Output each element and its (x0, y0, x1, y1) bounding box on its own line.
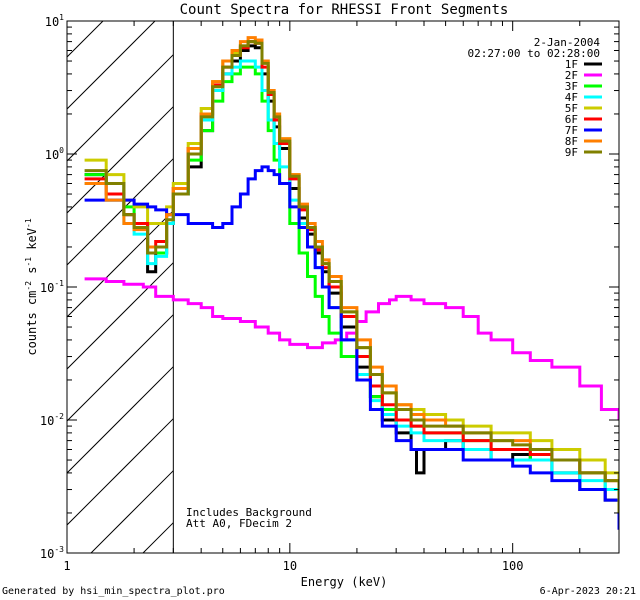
legend-item-1F: 1F (565, 58, 602, 71)
hatch-line (142, 522, 174, 553)
legend-label: 1F (565, 58, 578, 71)
legend-label: 7F (565, 124, 578, 137)
y-tick-label: 100 (45, 146, 64, 162)
series-line-5F (84, 40, 619, 490)
legend-label: 2F (565, 69, 578, 82)
hatch-line (67, 21, 156, 110)
series-line-9F (84, 40, 619, 513)
legend-item-5F: 5F (565, 102, 602, 115)
x-tick-label: 1 (63, 559, 70, 573)
hatch-line (67, 21, 104, 58)
hatch-line (67, 366, 174, 474)
series-line-7F (84, 165, 619, 530)
y-tick-labels: 101 100 10-1 10-2 10-3 (40, 13, 64, 561)
hatch-line (67, 158, 174, 266)
legend-label: 8F (565, 135, 578, 148)
hatched-region (67, 0, 174, 553)
x-axis-label: Energy (keV) (301, 575, 388, 589)
legend-item-7F: 7F (565, 124, 602, 137)
legend-label: 5F (565, 102, 578, 115)
series-line-2F (84, 277, 619, 420)
legend-item-4F: 4F (565, 91, 602, 104)
chart-title: Count Spectra for RHESSI Front Segments (180, 2, 509, 18)
y-tick-label: 10-1 (40, 279, 64, 295)
legend-item-6F: 6F (565, 113, 602, 126)
legend-item-8F: 8F (565, 135, 602, 148)
legend-label: 9F (565, 146, 578, 159)
hatch-line (67, 106, 174, 214)
hatch-line (67, 54, 174, 162)
hatch-line (67, 0, 173, 5)
legend-item-2F: 2F (565, 69, 602, 82)
hatch-line (67, 210, 174, 318)
x-tick-label: 10 (283, 559, 297, 573)
legend-item-3F: 3F (565, 80, 602, 93)
x-tick-label: 100 (502, 559, 524, 573)
legend-time-range: 02:27:00 to 02:28:00 (468, 47, 600, 60)
footer-timestamp: 6-Apr-2023 20:21 (540, 586, 636, 597)
legend-item-9F: 9F (565, 146, 602, 159)
hatch-line (67, 262, 174, 370)
y-axis-label: counts cm-2 s-1 keV-1 (24, 218, 39, 355)
hatch-line (90, 470, 174, 553)
legend: 2-Jan-2004 02:27:00 to 02:28:00 1F2F3F4F… (468, 36, 602, 159)
series-line-1F (84, 44, 619, 530)
legend-label: 3F (565, 80, 578, 93)
hatch-line (67, 314, 174, 422)
annotation-attenuator: Att A0, FDecim 2 (186, 517, 292, 530)
svg-text:counts cm-2 s-1 keV-1: counts cm-2 s-1 keV-1 (24, 218, 39, 355)
series-group (84, 36, 619, 530)
legend-label: 4F (565, 91, 578, 104)
footer-generated-by: Generated by hsi_min_spectra_plot.pro (2, 586, 225, 597)
series-line-3F (84, 65, 619, 513)
hatch-line (67, 418, 174, 526)
y-tick-label: 101 (45, 13, 64, 29)
annotation-background: Includes Background (186, 506, 312, 519)
axis-ticks (66, 20, 620, 554)
series-line-4F (84, 59, 619, 513)
legend-date: 2-Jan-2004 (534, 36, 601, 49)
x-tick-labels: 1 10 100 (63, 559, 523, 573)
legend-label: 6F (565, 113, 578, 126)
y-tick-label: 10-2 (40, 412, 64, 428)
y-tick-label: 10-3 (40, 545, 64, 561)
